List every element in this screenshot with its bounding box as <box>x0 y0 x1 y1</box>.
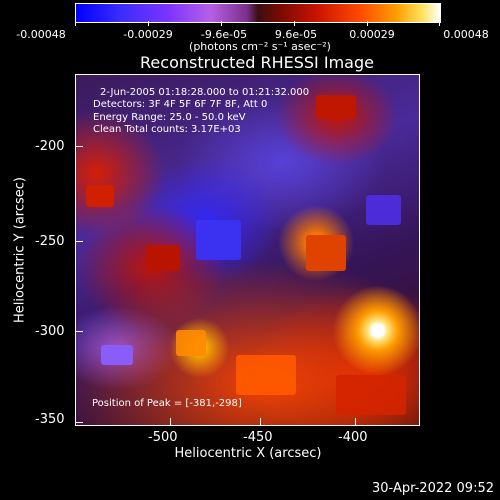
emission-blob <box>101 345 133 365</box>
colorbar-tick-mark <box>294 21 295 26</box>
colorbar-tick-label: 9.6e-05 <box>274 28 318 41</box>
colorbar-tick-mark <box>75 21 76 26</box>
time-range-label: 2-Jun-2005 01:18:28.000 to 01:21:32.000 <box>100 87 310 98</box>
y-axis-label: Heliocentric Y (arcsec) <box>12 177 28 323</box>
emission-blob <box>196 220 241 260</box>
image-title: Reconstructed RHESSI Image <box>140 53 374 72</box>
colorbar-tick-label: 0.00029 <box>349 28 395 41</box>
emission-blob <box>366 195 401 225</box>
colorbar-tick-label: 0.00048 <box>443 28 489 41</box>
y-tick <box>75 331 83 332</box>
colorbar-tick-mark <box>148 21 149 26</box>
emission-blob <box>336 375 406 415</box>
x-tick <box>170 418 171 426</box>
emission-blob <box>176 330 206 356</box>
energy-range-label: Energy Range: 25.0 - 50.0 keV <box>93 112 246 123</box>
colorbar-tick-mark <box>367 21 368 26</box>
peak-position-label: Position of Peak = [-381,-298] <box>92 398 242 409</box>
y-tick-label: -350 <box>35 412 65 427</box>
x-tick-label: -500 <box>148 430 178 445</box>
render-timestamp: 30-Apr-2022 09:52 <box>372 481 494 496</box>
emission-blob <box>316 95 356 119</box>
y-tick <box>75 241 83 242</box>
y-tick-label: -200 <box>35 139 65 154</box>
method-counts-label: Clean Total counts: 3.17E+03 <box>93 124 241 135</box>
emission-blob <box>236 355 296 395</box>
colorbar-tick-label: -0.00029 <box>123 28 173 41</box>
y-tick <box>75 422 83 423</box>
emission-blob <box>86 185 114 207</box>
colorbar-units: (photons cm⁻² s⁻¹ asec⁻²) <box>189 40 331 53</box>
x-axis-label: Heliocentric X (arcsec) <box>174 446 322 461</box>
colorbar-tick-mark <box>439 21 440 26</box>
colorbar-tick-label: -0.00048 <box>16 28 66 41</box>
x-tick <box>260 418 261 426</box>
rhessi-image <box>75 74 420 426</box>
y-tick-label: -300 <box>35 324 65 339</box>
emission-blob <box>306 235 346 271</box>
y-tick-label: -250 <box>35 234 65 249</box>
x-tick <box>355 418 356 426</box>
detectors-label: Detectors: 3F 4F 5F 6F 7F 8F, Att 0 <box>93 99 268 110</box>
x-tick-label: -450 <box>243 430 273 445</box>
colorbar <box>75 3 441 23</box>
colorbar-tick-label: -9.6e-05 <box>200 28 248 41</box>
emission-blob <box>146 245 180 271</box>
colorbar-tick-mark <box>221 21 222 26</box>
y-tick <box>75 146 83 147</box>
x-tick-label: -400 <box>338 430 368 445</box>
